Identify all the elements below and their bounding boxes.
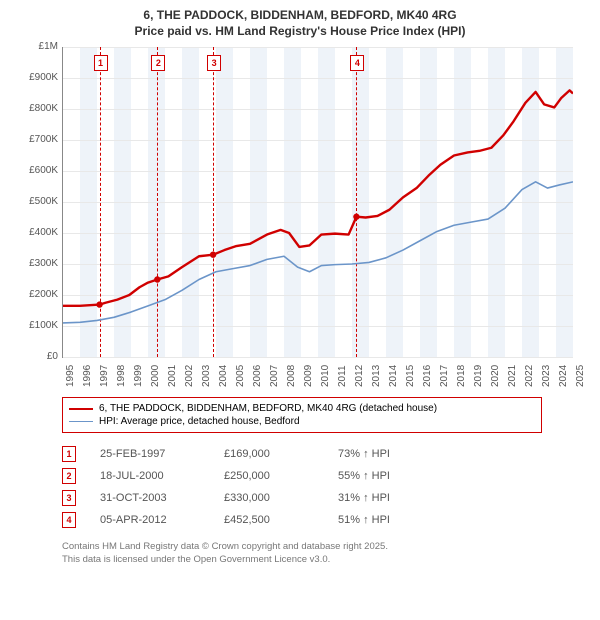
gridline [63, 357, 573, 358]
y-axis-label: £300K [20, 258, 58, 269]
x-axis-label: 2000 [150, 365, 161, 387]
x-axis-label: 2011 [337, 366, 348, 388]
sale-marker-dot [353, 214, 359, 220]
x-axis-label: 2013 [371, 365, 382, 387]
y-axis-label: £600K [20, 165, 58, 176]
legend-swatch [69, 408, 93, 410]
x-axis-label: 2022 [524, 365, 535, 387]
footer-line-2: This data is licensed under the Open Gov… [62, 554, 590, 566]
x-axis-label: 2002 [184, 365, 195, 387]
sale-date: 31-OCT-2003 [100, 492, 200, 504]
x-axis-label: 2012 [354, 365, 365, 387]
sale-hpi-diff: 73% ↑ HPI [338, 448, 428, 460]
x-axis-label: 2020 [490, 365, 501, 387]
sale-index-box: 4 [62, 512, 76, 528]
sale-date: 05-APR-2012 [100, 514, 200, 526]
y-axis-label: £0 [20, 351, 58, 362]
x-axis-label: 2023 [541, 365, 552, 387]
y-axis-label: £100K [20, 320, 58, 331]
y-axis-label: £200K [20, 289, 58, 300]
sale-marker-box: 1 [94, 55, 108, 71]
sale-hpi-diff: 31% ↑ HPI [338, 492, 428, 504]
legend-box: 6, THE PADDOCK, BIDDENHAM, BEDFORD, MK40… [62, 397, 542, 433]
sale-row: 1 25-FEB-1997 £169,000 73% ↑ HPI [62, 443, 590, 465]
y-axis-label: £1M [20, 41, 58, 52]
x-axis-label: 2024 [558, 365, 569, 387]
sale-hpi-diff: 51% ↑ HPI [338, 514, 428, 526]
y-axis-label: £500K [20, 196, 58, 207]
legend-label: HPI: Average price, detached house, Bedf… [99, 416, 300, 427]
series-line [63, 91, 573, 306]
sale-index-box: 3 [62, 490, 76, 506]
x-axis-label: 2006 [252, 365, 263, 387]
sale-hpi-diff: 55% ↑ HPI [338, 470, 428, 482]
sale-marker-dot [210, 252, 216, 258]
x-axis-label: 2021 [507, 365, 518, 387]
x-axis-label: 2014 [388, 365, 399, 387]
legend-item: HPI: Average price, detached house, Bedf… [69, 415, 535, 428]
attribution-footer: Contains HM Land Registry data © Crown c… [62, 541, 590, 566]
sale-marker-box: 3 [207, 55, 221, 71]
sale-marker-box: 4 [350, 55, 364, 71]
sale-price: £169,000 [224, 448, 314, 460]
x-axis-label: 1995 [65, 365, 76, 387]
x-axis-label: 2019 [473, 365, 484, 387]
y-axis-label: £400K [20, 227, 58, 238]
x-axis-label: 1998 [116, 365, 127, 387]
sales-table: 1 25-FEB-1997 £169,000 73% ↑ HPI 2 18-JUL-200… [62, 443, 590, 531]
y-axis-label: £800K [20, 103, 58, 114]
x-axis-label: 2008 [286, 365, 297, 387]
y-axis-label: £900K [20, 72, 58, 83]
sale-index-box: 2 [62, 468, 76, 484]
x-axis-label: 1999 [133, 365, 144, 387]
sale-price: £330,000 [224, 492, 314, 504]
x-axis-label: 2017 [439, 365, 450, 387]
line-series-svg [63, 47, 573, 357]
x-axis-label: 2016 [422, 365, 433, 387]
title-line-1: 6, THE PADDOCK, BIDDENHAM, BEDFORD, MK40… [10, 8, 590, 24]
legend-item: 6, THE PADDOCK, BIDDENHAM, BEDFORD, MK40… [69, 402, 535, 415]
sale-date: 25-FEB-1997 [100, 448, 200, 460]
legend-swatch [69, 421, 93, 422]
chart-title: 6, THE PADDOCK, BIDDENHAM, BEDFORD, MK40… [10, 8, 590, 39]
chart-area: 1 2 3 4 £0 £100K £200K £300K £400K £500K £600K £70… [20, 47, 580, 387]
sale-price: £250,000 [224, 470, 314, 482]
sale-marker-dot [154, 276, 160, 282]
x-axis-label: 2018 [456, 365, 467, 387]
series-line [63, 182, 573, 323]
sale-marker-box: 2 [151, 55, 165, 71]
x-axis-label: 1997 [99, 365, 110, 387]
sale-row: 4 05-APR-2012 £452,500 51% ↑ HPI [62, 509, 590, 531]
x-axis-label: 2005 [235, 365, 246, 387]
x-axis-label: 2025 [575, 365, 586, 387]
sale-price: £452,500 [224, 514, 314, 526]
sale-row: 3 31-OCT-2003 £330,000 31% ↑ HPI [62, 487, 590, 509]
footer-line-1: Contains HM Land Registry data © Crown c… [62, 541, 590, 553]
legend-label: 6, THE PADDOCK, BIDDENHAM, BEDFORD, MK40… [99, 403, 437, 414]
x-axis-label: 2010 [320, 365, 331, 387]
x-axis-label: 1996 [82, 365, 93, 387]
x-axis-label: 2001 [167, 365, 178, 387]
sale-row: 2 18-JUL-2000 £250,000 55% ↑ HPI [62, 465, 590, 487]
x-axis-label: 2015 [405, 365, 416, 387]
title-line-2: Price paid vs. HM Land Registry's House … [10, 24, 590, 40]
y-axis-label: £700K [20, 134, 58, 145]
x-axis-label: 2004 [218, 365, 229, 387]
sale-index-box: 1 [62, 446, 76, 462]
x-axis-label: 2009 [303, 365, 314, 387]
sale-date: 18-JUL-2000 [100, 470, 200, 482]
x-axis-label: 2003 [201, 365, 212, 387]
plot-region: 1 2 3 4 [62, 47, 573, 358]
x-axis-label: 2007 [269, 365, 280, 387]
